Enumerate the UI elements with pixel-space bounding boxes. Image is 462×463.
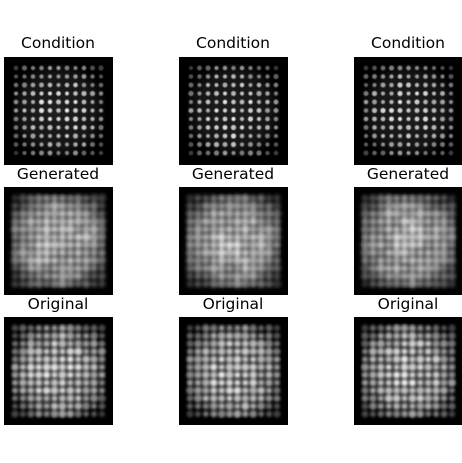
panel-title-condition-3: Condition	[371, 34, 445, 52]
panel-title-condition-1: Condition	[21, 34, 95, 52]
speckle-pattern	[179, 317, 288, 425]
speckle-pattern	[354, 317, 462, 425]
condition-image-1	[4, 57, 113, 165]
original-image-2	[179, 317, 288, 425]
condition-image-2	[179, 57, 288, 165]
panel-title-original-3: Original	[377, 295, 439, 313]
speckle-pattern	[179, 187, 288, 295]
panel-title-condition-2: Condition	[196, 34, 270, 52]
panel-title-generated-3: Generated	[366, 165, 450, 183]
panel-title-generated-2: Generated	[191, 165, 275, 183]
speckle-pattern	[354, 187, 462, 295]
generated-image-3	[354, 187, 462, 295]
panel-title-original-2: Original	[202, 295, 264, 313]
panel-title-original-1: Original	[27, 295, 89, 313]
speckle-pattern	[4, 57, 113, 165]
generated-image-2	[179, 187, 288, 295]
condition-image-3	[354, 57, 462, 165]
original-image-1	[4, 317, 113, 425]
generated-image-1	[4, 187, 113, 295]
speckle-pattern	[354, 57, 462, 165]
original-image-3	[354, 317, 462, 425]
speckle-pattern	[4, 317, 113, 425]
speckle-pattern	[179, 57, 288, 165]
panel-title-generated-1: Generated	[16, 165, 100, 183]
speckle-pattern	[4, 187, 113, 295]
